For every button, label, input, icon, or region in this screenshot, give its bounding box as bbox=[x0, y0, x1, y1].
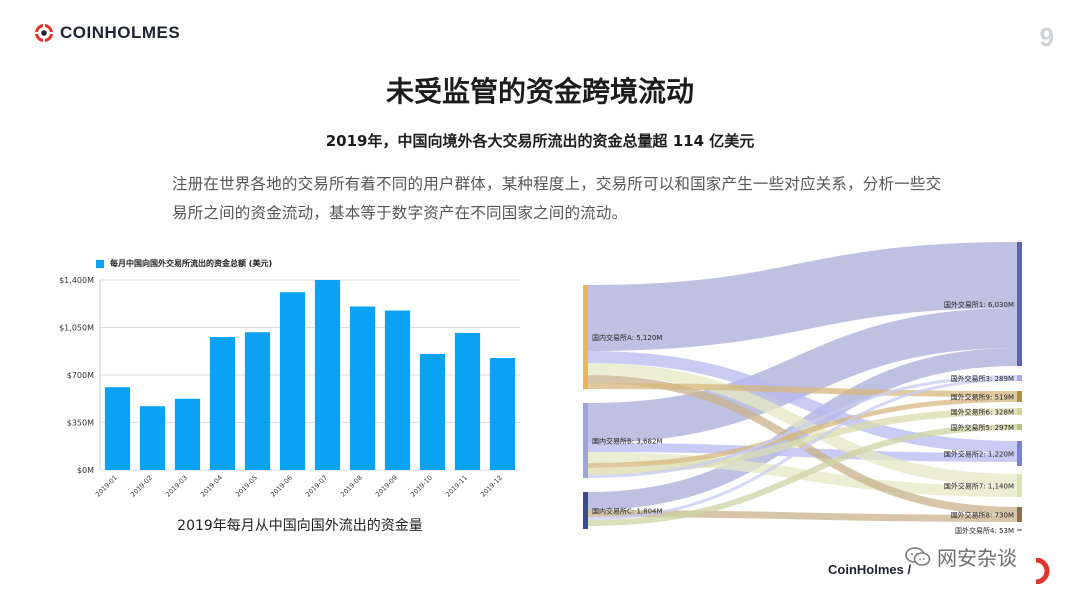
footer-brand: CoinHolmes / bbox=[828, 562, 912, 577]
target-node-8 bbox=[1017, 529, 1022, 531]
sankey-flow-5 bbox=[587, 363, 1018, 486]
target-node-0 bbox=[1017, 242, 1022, 366]
source-node-2 bbox=[583, 492, 588, 529]
x-tick-label: 2019-01 bbox=[94, 474, 119, 499]
x-tick-label: 2019-03 bbox=[164, 474, 189, 499]
target-node-6 bbox=[1017, 474, 1022, 497]
corner-brand-mark-icon bbox=[1035, 558, 1050, 584]
target-label-6: 国外交易所7: 1,140M bbox=[944, 482, 1014, 491]
bar-2019-04 bbox=[209, 337, 236, 470]
y-tick-label: $1,400M bbox=[59, 276, 94, 285]
x-tick-label: 2019-06 bbox=[269, 474, 294, 499]
x-tick-label: 2019-10 bbox=[409, 474, 434, 499]
bar-2019-03 bbox=[174, 398, 201, 470]
source-label-2: 国内交易所C: 1,804M bbox=[592, 507, 663, 516]
target-node-7 bbox=[1017, 507, 1022, 522]
sankey-flow-14 bbox=[587, 378, 1018, 520]
monthly-outflow-bar-chart: $0M $350M $700M $1,050M $1,400M 2019-01 2019-0… bbox=[59, 276, 520, 499]
y-tick-label: $700M bbox=[67, 371, 94, 380]
bar-2019-01 bbox=[104, 387, 131, 470]
x-tick-label: 2019-12 bbox=[479, 474, 504, 499]
target-node-3 bbox=[1017, 408, 1022, 415]
wechat-icon bbox=[905, 546, 931, 566]
sankey-flow-8 bbox=[587, 510, 1018, 522]
brand-header: COINHOLMES bbox=[34, 22, 180, 44]
bar-2019-09 bbox=[384, 310, 411, 470]
sankey-flow-0 bbox=[587, 242, 1018, 351]
source-label-1: 国内交易所B: 3,682M bbox=[592, 437, 662, 446]
target-node-1 bbox=[1017, 375, 1022, 381]
source-label-0: 国内交易所A: 5,120M bbox=[592, 333, 662, 342]
target-label-4: 国外交易所5: 297M bbox=[951, 423, 1014, 432]
bar-2019-02 bbox=[139, 406, 166, 470]
sankey-flow-15 bbox=[587, 424, 1018, 526]
x-tick-label: 2019-04 bbox=[199, 474, 224, 499]
source-node-1 bbox=[583, 403, 588, 478]
exchange-flow-sankey: 国内交易所A: 5,120M 国内交易所B: 3,682M 国内交易所C: 1,80… bbox=[583, 242, 1022, 535]
bar-2019-11 bbox=[454, 332, 481, 470]
bar-2019-05 bbox=[244, 332, 271, 470]
watermark-text: 网安杂谈 bbox=[937, 546, 1017, 570]
bar-2019-08 bbox=[349, 306, 376, 470]
target-node-5 bbox=[1017, 441, 1022, 466]
page-number: 9 bbox=[1039, 22, 1054, 52]
sankey-flow-4 bbox=[587, 443, 1018, 462]
y-tick-label: $350M bbox=[67, 419, 94, 428]
x-tick-label: 2019-11 bbox=[444, 474, 469, 499]
y-tick-label: $1,050M bbox=[59, 324, 94, 333]
bar-chart-caption: 2019年每月从中国向国外流出的资金量 bbox=[177, 518, 423, 534]
target-label-7: 国外交易所8: 730M bbox=[951, 511, 1014, 520]
intro-paragraph: 注册在世界各地的交易所有着不同的用户群体，某种程度上，交易所可以和国家产生一些对… bbox=[172, 175, 942, 222]
page-subtitle: 2019年，中国向境外各大交易所流出的资金总量超 114 亿美元 bbox=[325, 132, 755, 150]
bar-2019-10 bbox=[419, 353, 446, 470]
target-label-1: 国外交易所3: 289M bbox=[951, 374, 1014, 383]
sankey-flow-1 bbox=[587, 308, 1018, 443]
coinholmes-logo-icon bbox=[34, 23, 54, 43]
watermark: 网安杂谈 bbox=[905, 542, 1017, 571]
y-tick-label: $0M bbox=[77, 466, 94, 475]
bar-2019-06 bbox=[279, 292, 306, 470]
target-label-5: 国外交易所2: 1,220M bbox=[944, 450, 1014, 459]
target-label-0: 国外交易所1: 6,030M bbox=[944, 300, 1014, 309]
page-title: 未受监管的资金跨境流动 bbox=[385, 75, 694, 108]
legend-swatch bbox=[96, 259, 104, 268]
bar-2019-12 bbox=[489, 358, 516, 470]
target-node-4 bbox=[1017, 424, 1022, 430]
sankey-flow-12 bbox=[587, 408, 1018, 475]
brand-name: COINHOLMES bbox=[60, 23, 181, 42]
target-label-3: 国外交易所6: 328M bbox=[951, 408, 1014, 417]
sankey-flow-13 bbox=[587, 375, 1018, 478]
bar-chart-legend: 每月中国向国外交易所流出的资金总额 (美元) bbox=[96, 258, 272, 269]
sankey-flow-10 bbox=[587, 397, 1018, 468]
target-label-8: 国外交易所4: 53M bbox=[955, 526, 1014, 535]
x-tick-label: 2019-07 bbox=[304, 474, 329, 499]
source-node-0 bbox=[583, 285, 588, 389]
x-tick-label: 2019-05 bbox=[234, 474, 259, 499]
sankey-flow-3 bbox=[587, 351, 1018, 453]
target-node-2 bbox=[1017, 391, 1022, 402]
x-tick-label: 2019-09 bbox=[374, 474, 399, 499]
bar-2019-07 bbox=[314, 280, 341, 470]
x-tick-label: 2019-08 bbox=[339, 474, 364, 499]
sankey-flow-9 bbox=[587, 383, 1018, 397]
x-tick-label: 2019-02 bbox=[129, 474, 154, 499]
legend-label: 每月中国向国外交易所流出的资金总额 (美元) bbox=[110, 259, 273, 268]
target-label-2: 国外交易所9: 519M bbox=[951, 393, 1014, 402]
